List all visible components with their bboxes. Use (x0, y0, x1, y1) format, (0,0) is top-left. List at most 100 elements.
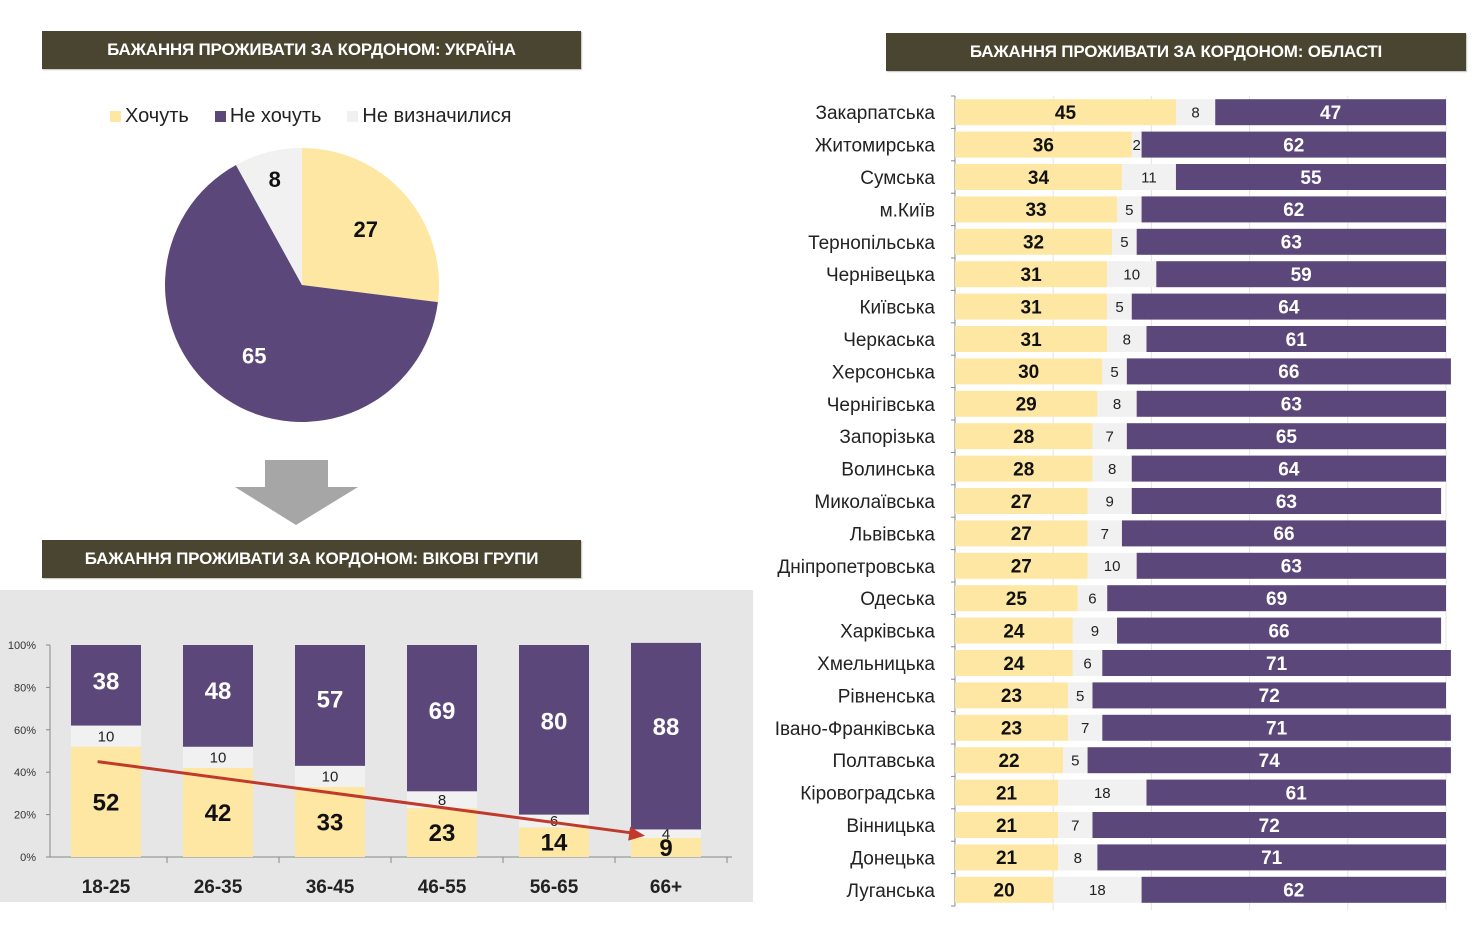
bar-segment-not-want (1156, 261, 1446, 288)
bar-segment-want (955, 164, 1122, 190)
bar-label-not-want: 57 (317, 686, 344, 713)
bar-segment-undecided (1092, 423, 1127, 450)
bar-label-undecided: 10 (322, 769, 339, 786)
region-label: Львівська (850, 524, 936, 545)
bar-label-want: 28 (1013, 427, 1034, 448)
y-tick-label: 40% (14, 767, 36, 779)
bar-label-undecided: 8 (438, 792, 446, 809)
bar-label-want: 20 (994, 881, 1015, 902)
bar-segment-want (955, 876, 1054, 903)
pie-label-undecided: 8 (269, 167, 281, 192)
bar-segment-want (955, 844, 1059, 871)
bar-label-undecided: 10 (98, 728, 115, 745)
trend-arrow-line (97, 760, 632, 835)
bar-label-want: 24 (1003, 621, 1025, 642)
pie-slice-not-want (165, 164, 438, 422)
y-tick-label: 20% (14, 810, 36, 822)
bar-segment-not-want (1136, 228, 1446, 255)
bar-segment-want (955, 520, 1088, 547)
x-tick-label: 26-35 (194, 877, 243, 898)
legend-label-not-want: Не хочуть (229, 105, 322, 127)
bar-label-not-want: 65 (1276, 427, 1298, 448)
bar-segment-not-want (1131, 488, 1442, 514)
bar-label-not-want: 66 (1268, 621, 1289, 642)
bar-label-not-want: 64 (1278, 297, 1300, 318)
bar-segment-want (955, 488, 1088, 514)
bar-label-not-want: 72 (1259, 686, 1280, 707)
bar-segment-want (955, 196, 1118, 223)
bar-segment-undecided (1072, 650, 1103, 676)
bar-segment-want (955, 455, 1093, 482)
x-tick-label: 36-45 (306, 877, 355, 898)
bar-segment-not-want (1215, 99, 1446, 126)
bar-label-not-want: 61 (1286, 783, 1308, 804)
trend-arrow-head (628, 826, 645, 841)
down-arrow-icon (235, 460, 358, 525)
bar-label-want: 23 (1001, 719, 1022, 740)
bar-label-undecided: 5 (1076, 688, 1084, 705)
bar-segment-want (955, 779, 1059, 806)
pie-chart: 27 65 8 (165, 148, 439, 422)
bar-segment-want (955, 390, 1098, 417)
bar-label-want: 25 (1006, 589, 1028, 610)
legend-swatch-want (110, 111, 121, 122)
bar-label-undecided: 8 (1113, 396, 1121, 413)
y-tick-label: 60% (14, 725, 36, 737)
bar-segment-want (955, 293, 1108, 320)
bar-label-undecided: 8 (1123, 331, 1131, 348)
bar-label-want: 27 (1011, 524, 1032, 545)
bar-label-not-want: 48 (205, 678, 232, 705)
bar-segment-undecided (1087, 520, 1122, 547)
bar-segment-undecided (1053, 876, 1142, 903)
bar-segment-not-want (1097, 844, 1446, 871)
bar-label-want: 36 (1033, 135, 1054, 156)
bar-segment-want (955, 585, 1078, 612)
x-tick-label: 18-25 (82, 877, 131, 898)
bar-label-not-want: 62 (1283, 135, 1304, 156)
banner-age-groups: БАЖАННЯ ПРОЖИВАТИ ЗА КОРДОНОМ: ВІКОВІ ГР… (42, 540, 581, 578)
bar-label-undecided: 11 (1141, 169, 1157, 186)
bar-segment-want (955, 228, 1113, 255)
region-label: Миколаївська (814, 492, 935, 513)
bar-label-want: 31 (1021, 297, 1043, 318)
bar-segment-not-want (71, 645, 141, 726)
bar-segment-want (955, 812, 1059, 838)
bar-label-undecided: 7 (1081, 720, 1089, 737)
bar-label-not-want: 63 (1276, 492, 1297, 513)
legend-item-not-want: Не хочуть (214, 105, 322, 128)
bar-label-want: 30 (1018, 362, 1039, 383)
bar-segment-not-want (1102, 714, 1451, 741)
bar-label-not-want: 63 (1281, 557, 1302, 578)
bar-label-not-want: 71 (1261, 848, 1283, 869)
bar-segment-not-want (1126, 423, 1446, 450)
bar-label-not-want: 62 (1283, 881, 1304, 902)
bar-label-want: 24 (1003, 654, 1025, 675)
region-label: Рівненська (838, 686, 936, 707)
bar-segment-not-want (1117, 617, 1442, 644)
bar-label-want: 27 (1011, 557, 1032, 578)
bar-segment-undecided (1107, 261, 1157, 288)
bar-segment-undecided (1077, 585, 1108, 612)
region-label: Черкаська (843, 330, 935, 351)
bar-label-undecided: 5 (1071, 753, 1079, 770)
bar-label-undecided: 2 (1132, 137, 1140, 154)
bar-label-undecided: 10 (1123, 267, 1140, 284)
bar-label-want: 21 (996, 848, 1018, 869)
bar-segment-undecided (1067, 714, 1103, 741)
bar-label-undecided: 6 (1088, 591, 1096, 608)
bar-segment-undecided (1175, 99, 1216, 126)
bar-label-undecided: 7 (1105, 429, 1113, 446)
bar-label-not-want: 71 (1266, 719, 1288, 740)
bar-segment-undecided (1102, 358, 1127, 385)
bar-label-want: 21 (996, 816, 1018, 837)
bar-segment-undecided (183, 746, 253, 768)
bar-segment-not-want (295, 645, 365, 766)
region-label: Волинська (841, 460, 935, 481)
bar-label-not-want: 80 (541, 708, 568, 735)
bar-label-want: 22 (998, 751, 1019, 772)
bar-label-not-want: 74 (1259, 751, 1281, 772)
bar-segment-undecided (1058, 779, 1147, 806)
bar-label-undecided: 5 (1120, 234, 1128, 251)
bar-segment-undecided (1092, 455, 1132, 482)
bar-label-want: 33 (1025, 200, 1046, 221)
